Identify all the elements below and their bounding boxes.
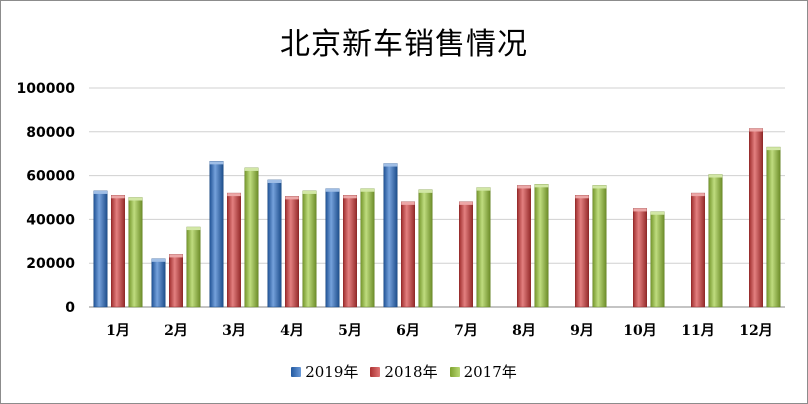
- bar: [186, 226, 201, 308]
- bar-cap: [186, 227, 201, 231]
- bar-chart: 0 20000 40000 60000 80000 100000 1月 2月 3月 4月 5月 6月…: [17, 81, 785, 339]
- x-category-label: 4月: [280, 323, 304, 339]
- bar-cap: [476, 187, 491, 191]
- y-tick-label: 40000: [26, 212, 75, 228]
- legend-item: 2017年: [449, 361, 517, 382]
- x-category-label: 2月: [164, 323, 188, 339]
- legend-swatch: [370, 366, 381, 377]
- bar: [592, 185, 607, 308]
- bar-cap: [749, 128, 763, 132]
- bar: [401, 201, 415, 308]
- y-tick-label: 0: [65, 300, 75, 316]
- bar-cap: [534, 184, 549, 188]
- bar-cap: [209, 161, 224, 165]
- legend-swatch: [449, 366, 460, 377]
- bar: [209, 161, 224, 308]
- bar: [151, 258, 166, 308]
- bar-cap: [766, 147, 781, 151]
- bars: [93, 128, 781, 308]
- bar: [517, 185, 531, 308]
- bar-cap: [708, 174, 723, 178]
- bar: [383, 163, 398, 308]
- bar-cap: [401, 201, 415, 205]
- bar-cap: [383, 163, 398, 167]
- legend-label: 2018年: [384, 363, 438, 381]
- bar: [476, 187, 491, 308]
- bar-cap: [267, 179, 282, 183]
- bar: [360, 188, 375, 308]
- x-category-label: 5月: [338, 323, 362, 339]
- bar: [302, 190, 317, 308]
- x-category-label: 8月: [512, 323, 536, 339]
- bar-cap: [244, 167, 259, 171]
- bar: [267, 179, 282, 308]
- bar-cap: [418, 189, 433, 193]
- bar: [244, 167, 259, 308]
- bar-cap: [650, 211, 665, 215]
- x-category-label: 3月: [222, 323, 246, 339]
- y-tick-label: 80000: [26, 125, 75, 141]
- bar: [227, 192, 241, 308]
- legend-item: 2019年: [291, 361, 358, 382]
- bar-cap: [169, 254, 183, 258]
- bar: [459, 201, 473, 308]
- bar-cap: [227, 193, 241, 197]
- bar: [325, 188, 340, 308]
- bar-cap: [691, 193, 705, 197]
- y-tick-label: 60000: [26, 169, 75, 185]
- x-category-label: 11月: [681, 323, 714, 339]
- bar: [285, 196, 299, 308]
- x-category-label: 7月: [454, 323, 478, 339]
- legend-swatch: [291, 366, 302, 377]
- x-category-label: 10月: [623, 323, 656, 339]
- bar-cap: [111, 195, 125, 199]
- bar: [749, 128, 763, 308]
- bar-cap: [151, 258, 166, 262]
- legend-item: 2018年: [370, 361, 438, 382]
- x-axis-categories: 1月 2月 3月 4月 5月 6月 7月 8月 9月 10月 11月 12月: [106, 323, 773, 339]
- legend: 2019年 2018年 2017年: [1, 361, 807, 382]
- bar-cap: [325, 188, 340, 192]
- bar: [633, 208, 647, 308]
- bar: [708, 174, 723, 308]
- bar-cap: [575, 195, 589, 199]
- bar: [93, 190, 108, 308]
- gridlines: [89, 87, 785, 308]
- x-category-label: 1月: [106, 323, 130, 339]
- bar-cap: [633, 208, 647, 212]
- legend-label: 2019年: [305, 363, 359, 381]
- bar-cap: [93, 190, 108, 194]
- x-category-label: 6月: [396, 323, 420, 339]
- bar-cap: [343, 195, 357, 199]
- bar-cap: [459, 201, 473, 205]
- y-tick-label: 100000: [17, 81, 76, 97]
- y-axis-ticks: 0 20000 40000 60000 80000 100000: [17, 81, 76, 316]
- bar: [418, 189, 433, 308]
- bar-cap: [517, 185, 531, 189]
- x-category-label: 12月: [739, 323, 772, 339]
- bar-cap: [302, 190, 317, 194]
- bar: [766, 146, 781, 308]
- bar: [650, 211, 665, 308]
- bar-cap: [360, 188, 375, 192]
- bar-cap: [285, 196, 299, 200]
- bar-cap: [592, 185, 607, 189]
- bar: [111, 195, 125, 308]
- y-tick-label: 20000: [26, 256, 75, 272]
- x-category-label: 9月: [570, 323, 594, 339]
- bar: [575, 195, 589, 308]
- bar: [169, 254, 183, 308]
- chart-title: 北京新车销售情况: [280, 27, 528, 62]
- bar: [343, 195, 357, 308]
- bar: [534, 184, 549, 308]
- bar: [691, 192, 705, 308]
- bar: [128, 197, 143, 308]
- bar-cap: [128, 197, 143, 201]
- legend-label: 2017年: [463, 363, 517, 381]
